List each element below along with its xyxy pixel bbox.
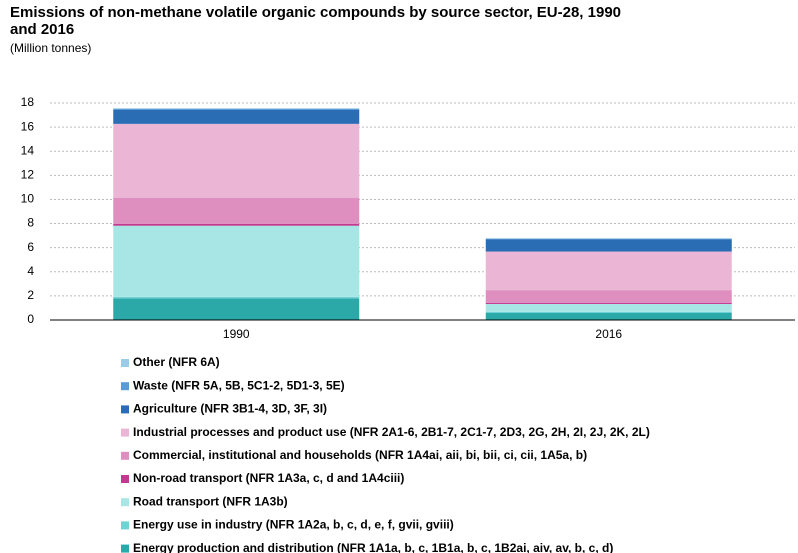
bar-segment — [113, 197, 360, 224]
legend-swatch — [121, 475, 129, 483]
legend-swatch — [121, 382, 129, 391]
y-tick-label: 4 — [27, 264, 34, 278]
bar-segment — [113, 298, 360, 320]
bar-segment — [113, 108, 360, 110]
bar-segment — [485, 311, 732, 314]
bar-segment — [113, 109, 360, 124]
legend-label: Industrial processes and product use (NF… — [133, 425, 650, 439]
x-tick-label: 1990 — [223, 327, 250, 341]
chart-title: Emissions of non-methane volatile organi… — [10, 4, 622, 38]
bar-segment — [113, 223, 360, 226]
bar-segment — [485, 303, 732, 312]
y-tick-label: 16 — [21, 119, 35, 133]
bar-segment — [485, 239, 732, 252]
bar-segment — [113, 225, 360, 297]
bar-segment — [113, 296, 360, 299]
legend-label: Waste (NFR 5A, 5B, 5C1-2, 5D1-3, 5E) — [133, 378, 345, 392]
legend-label: Other (NFR 6A) — [133, 355, 220, 369]
bar-segment — [485, 302, 732, 304]
legend-label: Non-road transport (NFR 1A3a, c, d and 1… — [133, 471, 404, 485]
legend-label: Energy production and distribution (NFR … — [133, 541, 613, 553]
legend-swatch — [121, 405, 129, 414]
legend-swatch — [121, 521, 129, 530]
bar-segment — [485, 251, 732, 291]
legend-label: Agriculture (NFR 3B1-4, 3D, 3F, 3I) — [133, 402, 327, 416]
bar-segment — [113, 123, 360, 198]
legend-swatch — [121, 498, 129, 507]
legend-swatch — [121, 359, 129, 367]
y-tick-label: 18 — [21, 95, 35, 109]
legend-swatch — [121, 544, 129, 553]
bar-segment — [485, 238, 732, 240]
legend-label: Commercial, institutional and households… — [133, 448, 587, 462]
y-tick-label: 14 — [21, 143, 35, 157]
legend-label: Road transport (NFR 1A3b) — [133, 494, 288, 508]
x-tick-label: 2016 — [595, 327, 622, 341]
y-tick-label: 2 — [27, 288, 34, 302]
y-tick-label: 6 — [27, 240, 34, 254]
y-tick-label: 12 — [21, 168, 35, 182]
chart-subtitle: (Million tonnes) — [10, 41, 92, 55]
y-tick-label: 0 — [27, 312, 34, 326]
legend-swatch — [121, 428, 129, 437]
legend-label: Energy use in industry (NFR 1A2a, b, c, … — [133, 518, 454, 532]
bar-segment — [485, 313, 732, 320]
y-tick-label: 10 — [21, 192, 35, 206]
bar-segment — [113, 108, 360, 109]
bar-segment — [485, 290, 732, 303]
y-tick-label: 8 — [27, 216, 34, 230]
legend-swatch — [121, 451, 129, 460]
